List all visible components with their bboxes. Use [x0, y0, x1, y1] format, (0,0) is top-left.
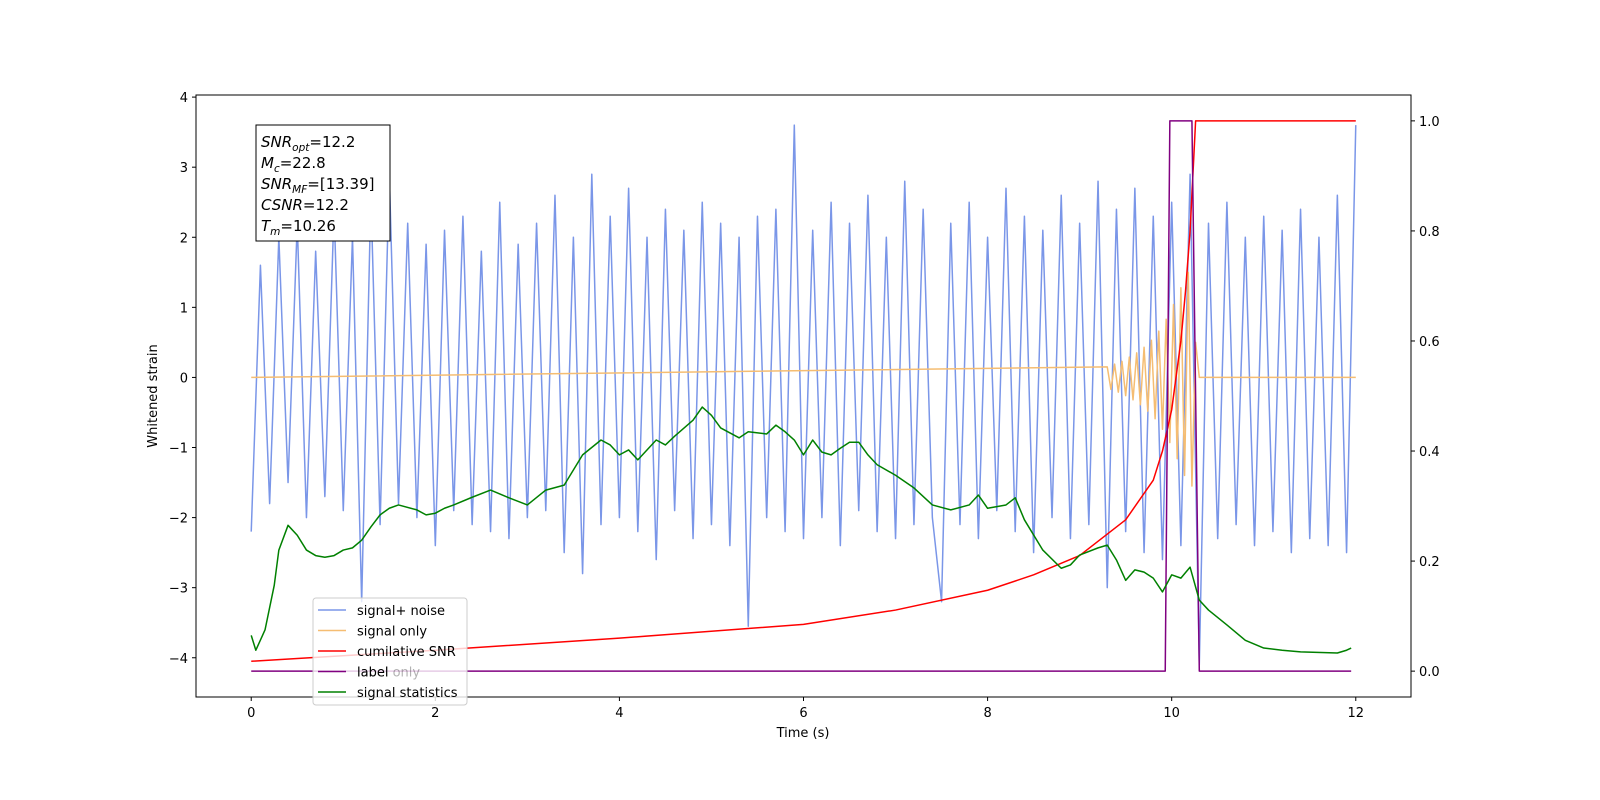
- y2-tick-label: 0.8: [1419, 225, 1440, 240]
- annotation-value: =12.2: [303, 196, 349, 214]
- legend-label: signal+ noise: [357, 604, 445, 619]
- x-tick-label: 4: [615, 706, 623, 721]
- legend: signal+ noise signal only cumilative SNR la…: [312, 597, 468, 706]
- y-tick-label: 2: [180, 231, 188, 246]
- annotation-line: Tm=10.26: [261, 217, 336, 238]
- y-tick-label: −1: [169, 442, 188, 457]
- y2-tick-label: 0.0: [1419, 665, 1440, 680]
- annotation-symbol: T: [261, 217, 272, 235]
- annotation-line: CSNR=12.2: [261, 196, 349, 214]
- annotation-subscript: m: [270, 226, 280, 238]
- annotation-subscript: MF: [292, 184, 308, 196]
- annotation-symbol: CSNR: [261, 196, 303, 214]
- y2-tick-label: 1.0: [1419, 115, 1440, 130]
- x-tick-label: 2: [431, 706, 439, 721]
- series-line: [251, 271, 1356, 487]
- annotation-symbol: SNR: [261, 133, 292, 151]
- annotation-subscript: c: [274, 163, 280, 175]
- legend-label: signal statistics: [357, 686, 458, 701]
- annotation-line: SNRMF=[13.39]: [261, 175, 375, 196]
- annotation-value: =10.26: [280, 217, 336, 235]
- y-tick-label: 0: [180, 371, 188, 386]
- legend-label: cumilative SNR: [357, 645, 456, 660]
- annotation-value: =[13.39]: [307, 175, 374, 193]
- annotation-line: SNRopt=12.2: [261, 133, 355, 154]
- y-tick-label: 3: [180, 161, 188, 176]
- y2-tick-label: 0.4: [1419, 445, 1440, 460]
- annotation-value: =12.2: [309, 133, 355, 151]
- x-tick-label: 0: [247, 706, 255, 721]
- plot-lines: [250, 120, 1357, 672]
- y-axis-label: Whitened strain: [146, 344, 161, 447]
- y2-tick-label: 0.2: [1419, 555, 1440, 570]
- legend-label: signal only: [357, 625, 427, 640]
- y2-tick-label: 0.6: [1419, 335, 1440, 350]
- annotation-frame: [255, 124, 391, 242]
- series-line: [251, 120, 1356, 662]
- series-line: [251, 120, 1352, 672]
- x-tick-label: 8: [983, 706, 991, 721]
- series-line: [250, 406, 1352, 654]
- y-tick-label: −2: [169, 512, 188, 527]
- y-tick-label: −3: [169, 582, 188, 597]
- y-tick-label: −4: [169, 652, 188, 667]
- x-axis-label: Time (s): [776, 726, 830, 741]
- annotation-subscript: opt: [292, 142, 310, 154]
- legend-label: label: [357, 666, 388, 681]
- x-tick-label: 10: [1163, 706, 1180, 721]
- x-tick-label: 12: [1347, 706, 1364, 721]
- series-line: [250, 124, 1357, 666]
- y-tick-label: 1: [180, 301, 188, 316]
- y-tick-label: 4: [180, 91, 188, 106]
- annotation-box: SNRopt=12.2Mc=22.8SNRMF=[13.39]CSNR=12.2…: [255, 124, 391, 242]
- legend-label: label only: [357, 666, 420, 681]
- annotation-symbol: SNR: [261, 175, 292, 193]
- x-tick-label: 6: [799, 706, 807, 721]
- annotation-value: =22.8: [280, 154, 326, 172]
- legend-frame: [312, 597, 468, 706]
- annotation-line: Mc=22.8: [261, 154, 326, 175]
- annotation-symbol: M: [261, 154, 274, 172]
